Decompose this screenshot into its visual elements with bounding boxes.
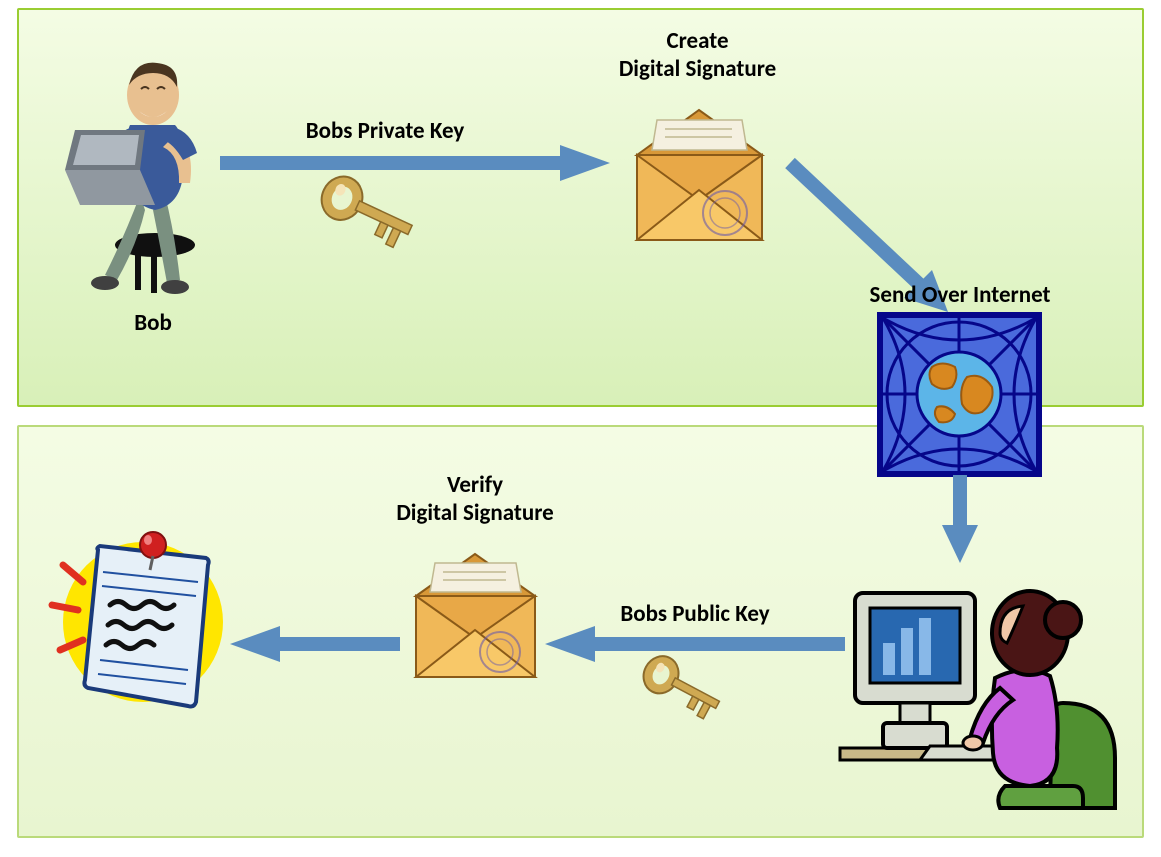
envelope-icon-1 (617, 95, 782, 260)
verify-label-1: Verify (360, 472, 590, 500)
private-key-label: Bobs Private Key (270, 118, 500, 146)
create-signature-label-2: Digital Signature (590, 56, 805, 84)
woman-computer-icon (835, 548, 1130, 823)
document-icon (38, 510, 248, 735)
create-signature-label-1: Create (590, 28, 805, 56)
key-icon-2 (632, 655, 732, 735)
public-key-label: Bobs Public Key (580, 601, 810, 629)
send-internet-label: Send Over Internet (840, 282, 1080, 310)
arrow-5 (225, 621, 405, 671)
key-icon-1 (310, 175, 420, 265)
internet-icon (877, 312, 1042, 477)
envelope-icon-2 (398, 540, 553, 695)
verify-label-2: Digital Signature (360, 500, 590, 528)
bob-label: Bob (108, 310, 198, 338)
